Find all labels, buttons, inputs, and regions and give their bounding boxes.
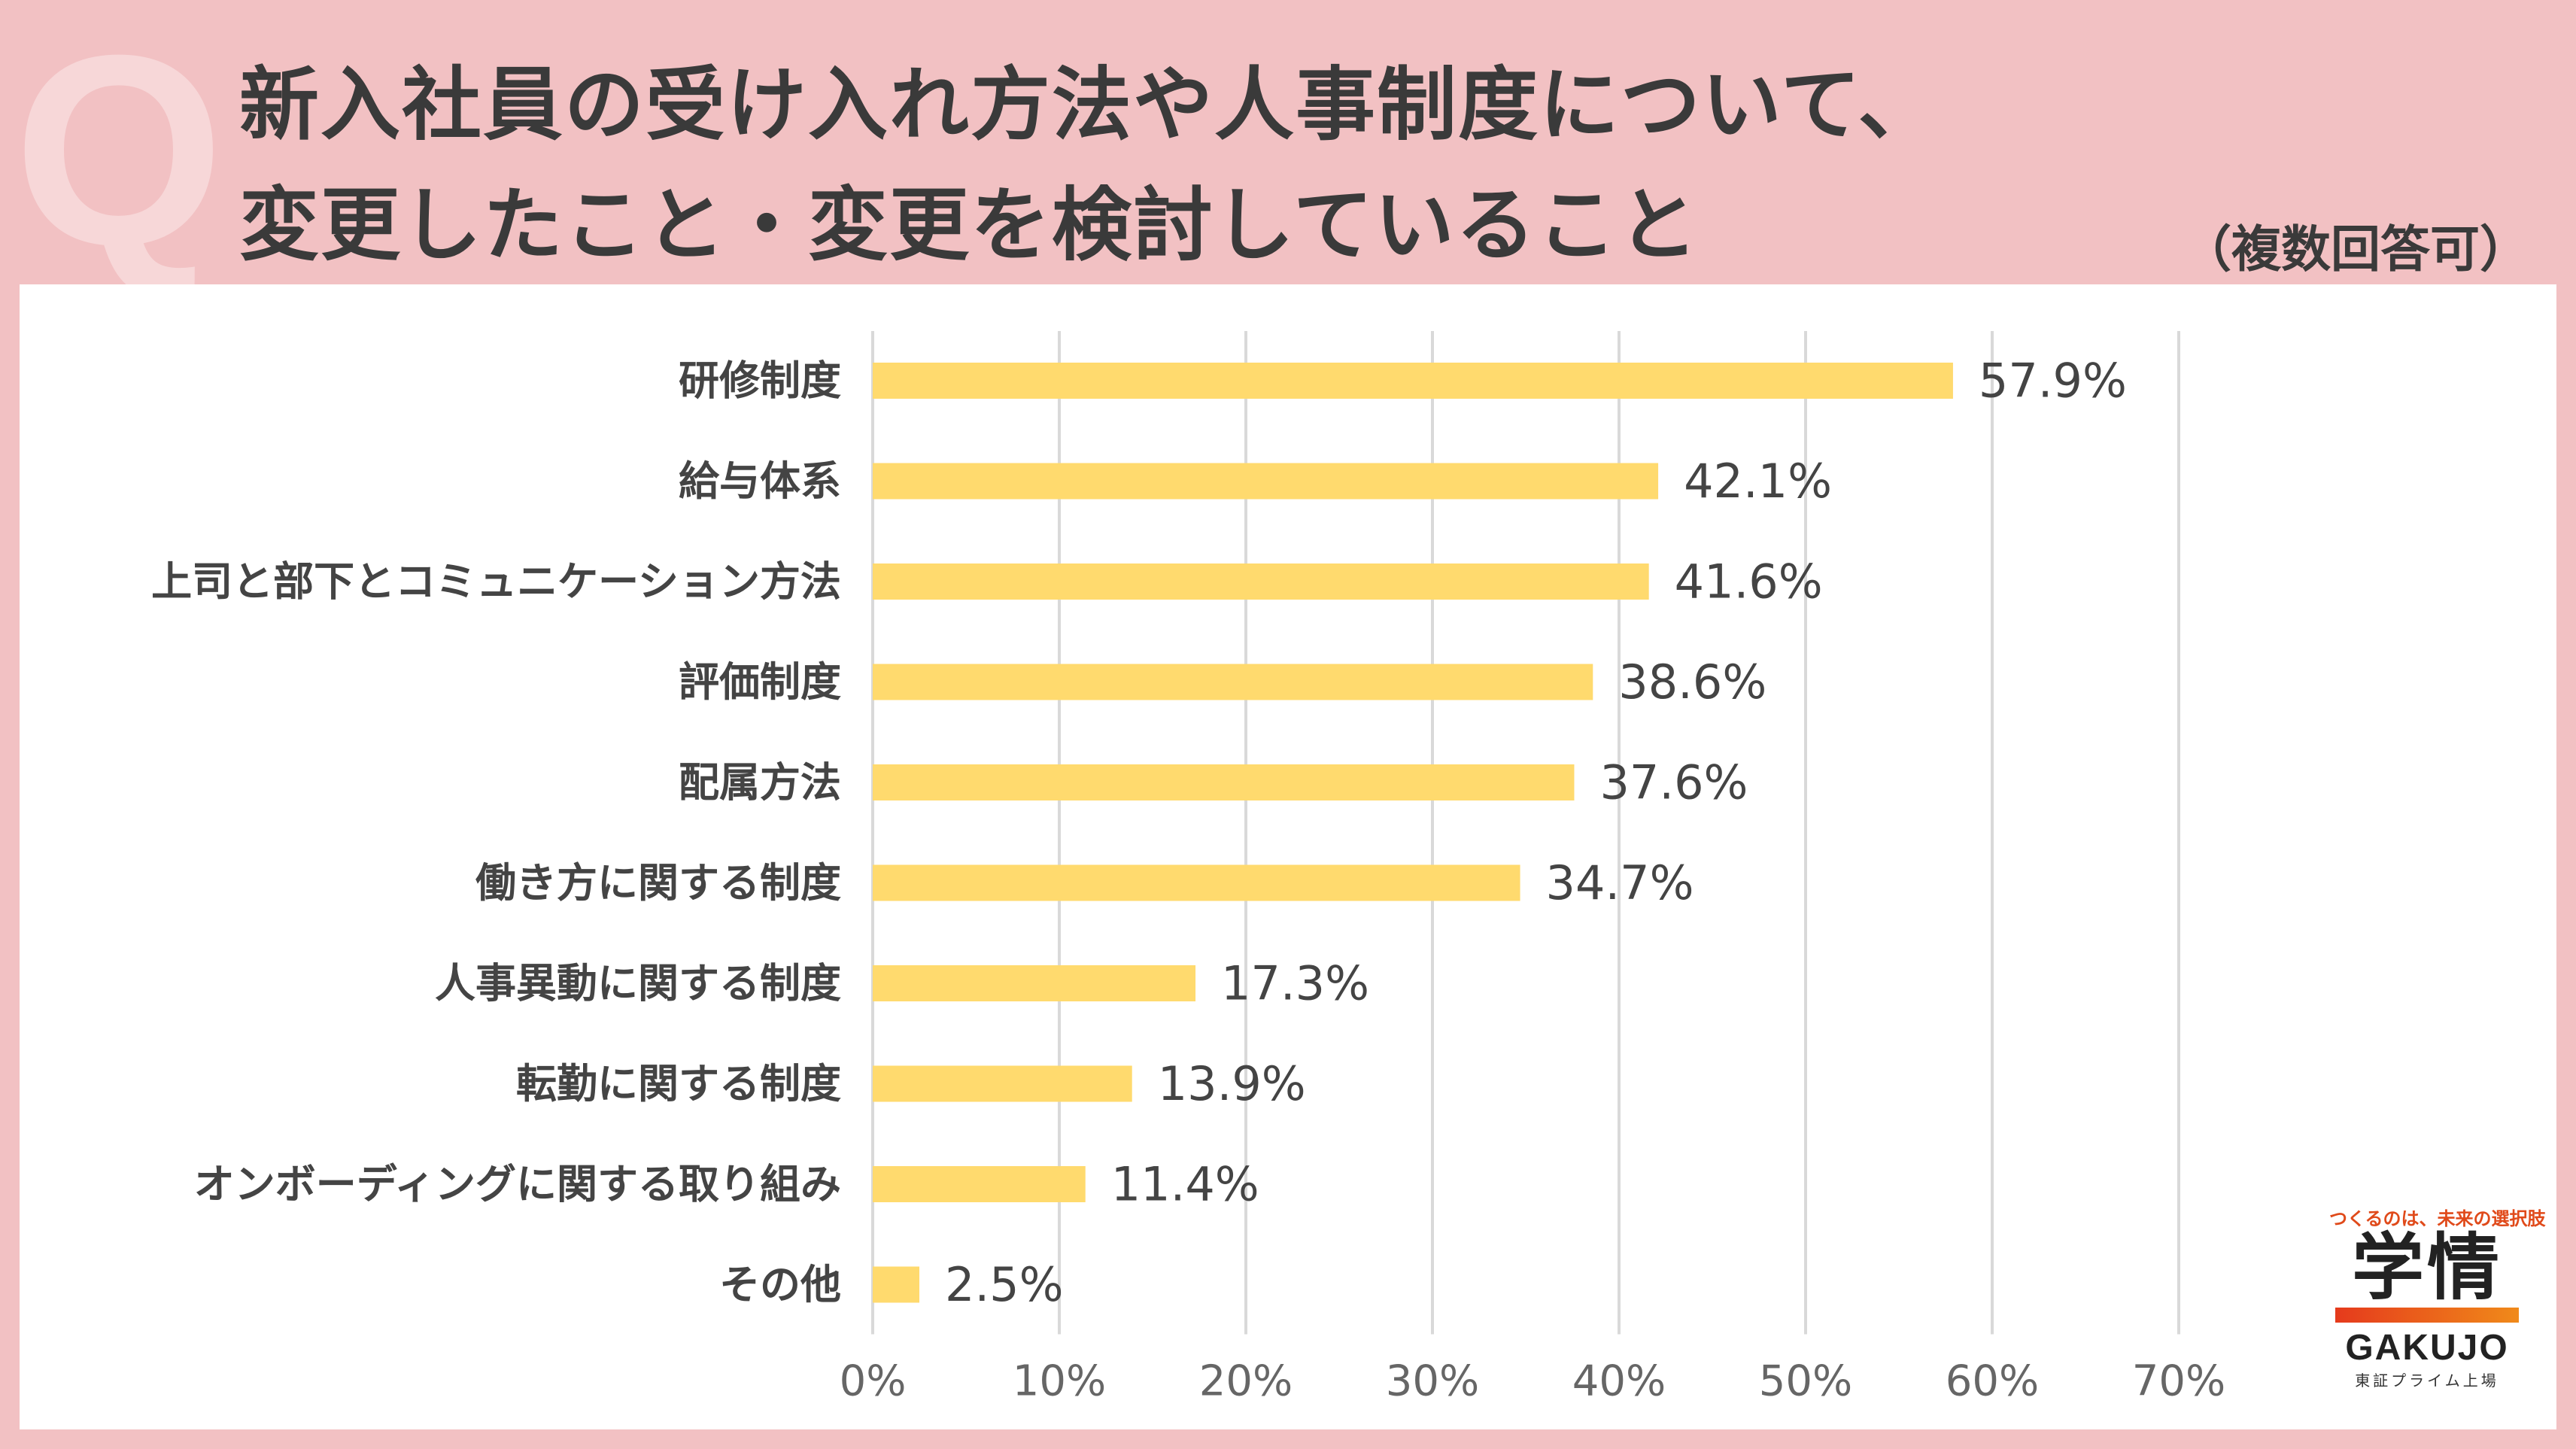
brand-tagline: つくるのは、未来の選択肢 xyxy=(2329,1208,2546,1229)
category-label-0: 研修制度 xyxy=(679,357,841,405)
category-label-4: 配属方法 xyxy=(679,759,841,807)
bar-5 xyxy=(873,864,1520,901)
x-tick-label-70: 70% xyxy=(2132,1357,2225,1406)
bar-8 xyxy=(873,1166,1086,1202)
brand-logo: つくるのは、未来の選択肢 学情 GAKUJO 東証プライム上場 xyxy=(2329,1204,2546,1390)
category-label-3: 評価制度 xyxy=(679,658,841,706)
value-label-1: 42.1% xyxy=(1684,454,1832,509)
x-tick-label-40: 40% xyxy=(1572,1357,1666,1406)
value-label-5: 34.7% xyxy=(1546,855,1694,910)
bar-1 xyxy=(873,463,1659,500)
category-label-9: その他 xyxy=(719,1261,841,1308)
brand-color-bar xyxy=(2335,1307,2519,1323)
bar-9 xyxy=(873,1266,919,1303)
category-label-7: 転勤に関する制度 xyxy=(516,1060,841,1107)
brand-listing: 東証プライム上場 xyxy=(2355,1371,2499,1390)
x-tick-label-60: 60% xyxy=(1946,1357,2039,1406)
category-label-8: オンボーディングに関する取り組み xyxy=(194,1161,841,1208)
bar-chart: 研修制度 57.9% 給与体系 42.1% 上司と部下とコミュニケーション方法 41.6%… xyxy=(151,331,2225,1406)
bar-0 xyxy=(873,363,1953,399)
value-label-9: 2.5% xyxy=(945,1257,1064,1312)
bar-4 xyxy=(873,764,1575,800)
x-tick-label-20: 20% xyxy=(1199,1357,1293,1406)
x-tick-label-0: 0% xyxy=(840,1357,907,1406)
value-label-2: 41.6% xyxy=(1675,554,1823,609)
bar-6 xyxy=(873,965,1196,1001)
x-tick-label-10: 10% xyxy=(1013,1357,1106,1406)
value-label-4: 37.6% xyxy=(1599,755,1748,810)
bar-3 xyxy=(873,664,1593,700)
title-line-1: 新入社員の受け入れ方法や人事制度について、 xyxy=(239,59,1940,151)
value-label-3: 38.6% xyxy=(1618,655,1766,709)
title-line-2: 変更したこと・変更を検討していること xyxy=(239,179,1700,272)
chart-panel: 研修制度 57.9% 給与体系 42.1% 上司と部下とコミュニケーション方法 41.6%… xyxy=(20,284,2556,1429)
value-label-0: 57.9% xyxy=(1979,354,2127,409)
value-label-6: 17.3% xyxy=(1221,956,1369,1011)
multiple-answer-note: （複数回答可） xyxy=(2182,220,2529,278)
value-label-8: 11.4% xyxy=(1111,1157,1259,1212)
bar-2 xyxy=(873,564,1649,600)
category-label-2: 上司と部下とコミュニケーション方法 xyxy=(151,558,841,606)
value-label-7: 13.9% xyxy=(1158,1056,1306,1111)
x-tick-label-30: 30% xyxy=(1386,1357,1479,1406)
bar-7 xyxy=(873,1065,1132,1102)
brand-name: GAKUJO xyxy=(2345,1327,2509,1368)
category-label-6: 人事異動に関する制度 xyxy=(435,960,841,1007)
page-title: 新入社員の受け入れ方法や人事制度について、 変更したこと・変更を検討していること xyxy=(239,45,1940,286)
category-label-1: 給与体系 xyxy=(679,457,841,505)
q-mark: Q xyxy=(14,0,225,302)
brand-kanji: 学情 xyxy=(2352,1226,2502,1310)
category-label-5: 働き方に関する制度 xyxy=(475,859,841,907)
x-tick-label-50: 50% xyxy=(1759,1357,1852,1406)
